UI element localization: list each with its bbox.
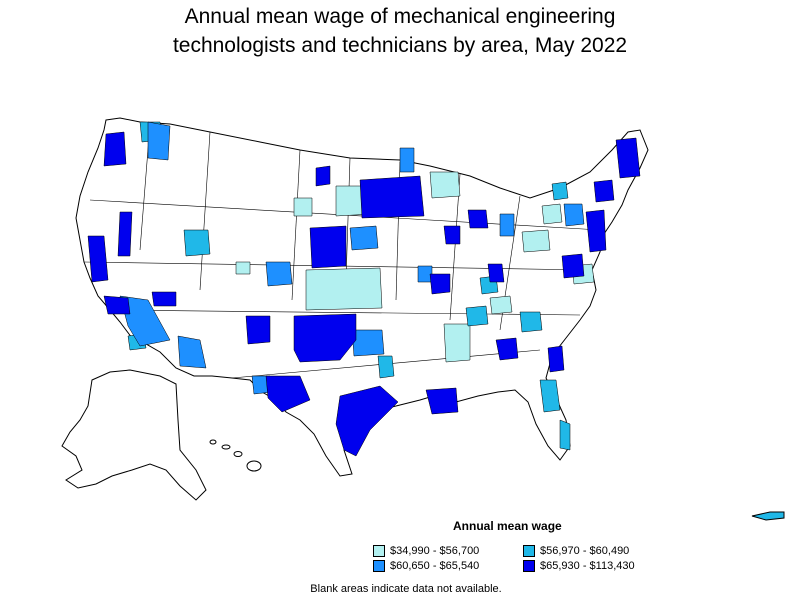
hawaii-islands — [209, 439, 262, 472]
legend-title: Annual mean wage — [453, 519, 562, 533]
legend-label-2: $56,970 - $60,490 — [540, 545, 630, 557]
legend-label-1: $34,990 - $56,700 — [390, 545, 480, 557]
legend-item-1: $34,990 - $56,700 — [373, 545, 479, 557]
legend-swatch-2 — [523, 545, 535, 557]
puerto-rico-outline — [751, 511, 785, 521]
legend-item-4: $65,930 - $113,430 — [523, 560, 635, 572]
legend-label-4: $65,930 - $113,430 — [540, 560, 635, 572]
legend-swatch-4 — [523, 560, 535, 572]
title-line-2: technologists and technicians by area, M… — [172, 34, 628, 57]
map-title: Annual mean wage of mechanical engineeri… — [0, 2, 800, 60]
title-line-1: Annual mean wage of mechanical engineeri… — [184, 5, 616, 28]
legend-swatch-3 — [373, 560, 385, 572]
legend-item-3: $60,650 - $65,540 — [373, 560, 479, 572]
areas-tier-4 — [87, 131, 641, 457]
legend-label-3: $60,650 - $65,540 — [390, 560, 480, 572]
legend-swatch-1 — [373, 545, 385, 557]
footnote: Blank areas indicate data not available. — [310, 583, 502, 595]
alaska-outline — [61, 369, 207, 501]
legend-item-2: $56,970 - $60,490 — [523, 545, 629, 557]
